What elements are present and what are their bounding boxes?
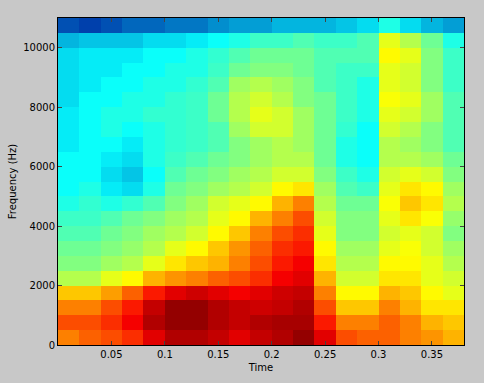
svg-text:8000: 8000 xyxy=(30,102,55,113)
svg-text:10000: 10000 xyxy=(23,42,55,53)
svg-text:Frequency (Hz): Frequency (Hz) xyxy=(7,144,18,220)
svg-text:0.15: 0.15 xyxy=(207,349,229,360)
svg-text:0.35: 0.35 xyxy=(421,349,443,360)
svg-text:0.2: 0.2 xyxy=(264,349,280,360)
svg-text:6000: 6000 xyxy=(30,161,55,172)
svg-text:2000: 2000 xyxy=(30,280,55,291)
svg-text:4000: 4000 xyxy=(30,221,55,232)
svg-text:0.25: 0.25 xyxy=(314,349,336,360)
svg-text:0.05: 0.05 xyxy=(100,349,122,360)
svg-text:0.3: 0.3 xyxy=(371,349,387,360)
svg-text:Time: Time xyxy=(248,362,273,373)
svg-text:0.1: 0.1 xyxy=(157,349,173,360)
svg-text:0: 0 xyxy=(49,340,55,351)
